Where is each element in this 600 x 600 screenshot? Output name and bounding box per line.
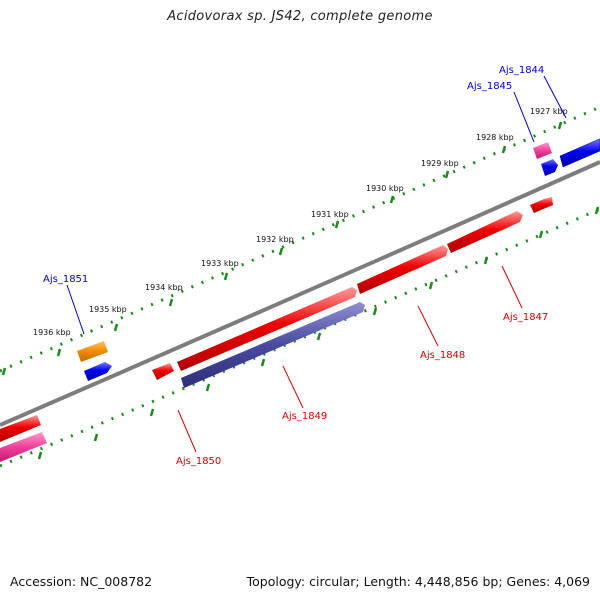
gene-ajs-1848-right[interactable] [447,211,523,253]
gene-label-ajs-1849[interactable]: Ajs_1849 [282,411,327,422]
gene-label-ajs-1848[interactable]: Ajs_1848 [420,350,465,361]
scale-tick-label: 1928 kbp [476,133,514,142]
genome-backbone [0,160,600,427]
gene-ajs-1849[interactable] [181,302,365,388]
gene-label-ajs-1850[interactable]: Ajs_1850 [176,456,221,467]
scale-tick-label: 1936 kbp [33,328,71,337]
gene-ajs-1845[interactable] [541,159,558,176]
major-ticks [1,121,600,460]
accession-text: Accession: NC_008782 [10,574,153,589]
gene-ajs-1850[interactable] [152,363,174,380]
scale-tick-label: 1930 kbp [366,184,404,193]
gene-ajs-1847[interactable] [530,197,553,213]
reverse-genes [0,197,553,462]
label-leaders [66,75,567,453]
gene-label-ajs-1851[interactable]: Ajs_1851 [43,274,88,285]
scale-tick-label: 1933 kbp [201,259,239,268]
gene-ajs-1845-pink[interactable] [533,142,552,159]
forward-genes [77,138,600,381]
gene-left-pink[interactable] [0,432,47,462]
scale-tick-label: 1931 kbp [311,210,349,219]
scale-tick-label: 1934 kbp [145,283,183,292]
scale-tick-label: 1927 kbp [530,107,568,116]
gene-ajs-1844[interactable] [559,138,600,168]
gene-ajs-1851-orange[interactable] [77,341,108,362]
scale-tick-label: 1935 kbp [89,305,127,314]
gene-ajs-1848[interactable] [357,245,448,294]
gene-ajs-1851[interactable] [84,362,112,381]
map-title: Acidovorax sp. JS42, complete genome [167,9,433,24]
scale-tick-label: 1932 kbp [256,235,294,244]
gene-left-red[interactable] [0,415,41,442]
gene-label-ajs-1847[interactable]: Ajs_1847 [503,312,548,323]
genome-summary-text: Topology: circular; Length: 4,448,856 bp… [246,574,590,589]
scale-tick-label: 1929 kbp [421,159,459,168]
gene-ajs-1849-red[interactable] [177,287,357,371]
gene-label-ajs-1844[interactable]: Ajs_1844 [499,65,544,76]
gene-label-ajs-1845[interactable]: Ajs_1845 [467,81,512,92]
